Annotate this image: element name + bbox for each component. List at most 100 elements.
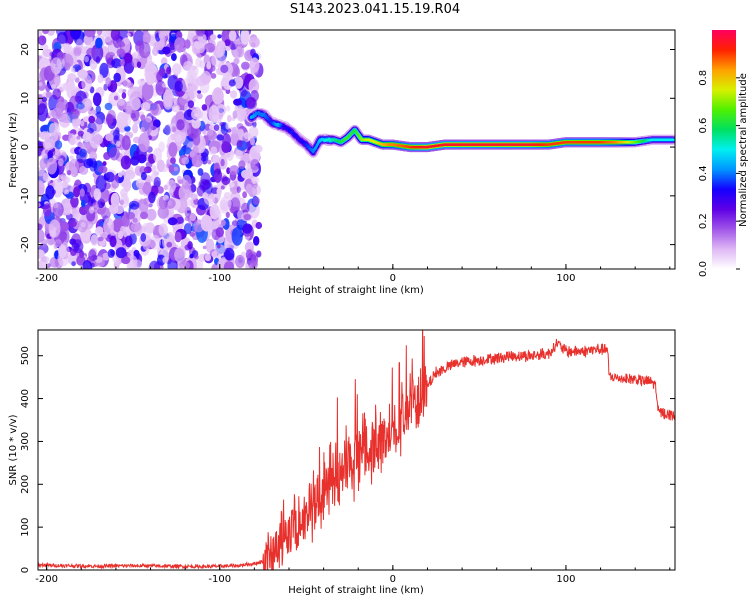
noise-blob [220, 185, 225, 190]
noise-blob [85, 219, 94, 230]
noise-blob [70, 195, 79, 208]
noise-blob [90, 262, 95, 268]
noise-blob [142, 241, 151, 251]
y-tick-label: 10 [20, 92, 31, 105]
noise-blob [223, 247, 235, 261]
noise-blob [95, 37, 103, 49]
noise-blob [99, 62, 109, 78]
noise-blob [153, 147, 162, 163]
colorbar-tick-label: 0.2 [698, 213, 709, 229]
noise-blob [117, 230, 124, 240]
noise-blob [176, 119, 185, 131]
noise-blob [251, 177, 260, 185]
noise-blob [255, 221, 263, 230]
noise-blob [72, 117, 82, 127]
noise-blob [73, 47, 82, 57]
noise-blob [132, 217, 138, 223]
noise-blob [230, 150, 236, 156]
noise-blob [67, 252, 79, 266]
noise-blob [242, 223, 253, 234]
noise-blob [150, 102, 159, 116]
noise-blob [69, 158, 79, 176]
noise-blob [53, 41, 62, 52]
noise-blob [105, 113, 114, 126]
noise-blob [174, 231, 182, 243]
noise-blob [209, 204, 220, 220]
noise-blob [171, 97, 179, 107]
noise-blob [81, 74, 92, 92]
noise-blob [166, 158, 171, 167]
noise-blob [66, 169, 72, 176]
noise-blob [111, 179, 120, 189]
noise-blob [121, 135, 131, 151]
noise-blob [51, 107, 63, 120]
noise-blob [250, 159, 260, 171]
noise-blob [138, 41, 151, 59]
noise-blob [104, 102, 113, 111]
noise-blob [251, 42, 256, 48]
noise-blob [228, 30, 237, 42]
noise-blob [45, 91, 52, 98]
noise-blob [251, 184, 262, 196]
noise-blob [140, 171, 147, 181]
noise-blob [199, 60, 206, 69]
y-tick-label: -10 [20, 188, 31, 204]
noise-blob [222, 180, 229, 186]
noise-blob [49, 229, 57, 238]
noise-blob [213, 124, 220, 131]
noise-blob [142, 181, 152, 195]
y-tick-label: 20 [20, 43, 31, 56]
noise-blob [120, 155, 132, 170]
noise-blob [231, 220, 238, 227]
noise-blob [198, 178, 211, 191]
noise-blob [186, 198, 193, 207]
noise-blob [105, 171, 115, 183]
noise-blob [243, 213, 252, 221]
noise-blob [38, 180, 45, 196]
noise-blob [183, 60, 193, 71]
noise-blob [187, 83, 198, 100]
noise-blob [230, 90, 238, 99]
noise-blob [189, 253, 194, 259]
noise-blob [64, 62, 71, 71]
x-tick-label: -200 [35, 574, 58, 585]
noise-blob [60, 175, 68, 182]
noise-blob [123, 37, 130, 45]
noise-blob [82, 131, 92, 143]
noise-blob [212, 87, 224, 105]
noise-blob [59, 221, 69, 232]
noise-blob [187, 241, 193, 250]
noise-blob [249, 57, 260, 73]
noise-blob [113, 72, 121, 83]
spectrogram-y-axis-label: Frequency (Hz) [8, 112, 19, 188]
noise-blob [190, 193, 198, 200]
noise-blob [153, 176, 161, 188]
noise-blob [129, 96, 141, 111]
noise-blob [80, 221, 86, 228]
noise-blob [217, 34, 222, 39]
x-tick-label: 100 [556, 574, 575, 585]
noise-blob [233, 58, 240, 65]
noise-blob [236, 139, 243, 148]
page-title: S143.2023.041.15.19.R04 [289, 2, 461, 17]
snr-frame [37, 329, 676, 571]
noise-blob [133, 259, 142, 269]
colorbar: 0.0 0.2 0.4 0.6 0.8 Normalized spectral ampl… [698, 30, 749, 277]
noise-blob [67, 80, 76, 91]
x-tick-label: -100 [208, 273, 231, 284]
noise-blob [126, 33, 131, 37]
noise-blob [178, 260, 190, 269]
noise-blob [166, 66, 171, 75]
noise-blob [110, 30, 121, 41]
noise-blob [76, 135, 81, 140]
noise-blob [230, 197, 241, 215]
noise-blob [88, 249, 97, 262]
noise-blob [63, 201, 72, 216]
noise-blob [47, 150, 53, 158]
noise-blob [68, 95, 79, 113]
noise-blob [83, 142, 91, 150]
noise-blob [38, 228, 45, 243]
noise-blob [70, 67, 75, 73]
spectrogram-y-ticks: -20 -10 0 10 20 [20, 43, 675, 253]
noise-blob [84, 30, 96, 38]
